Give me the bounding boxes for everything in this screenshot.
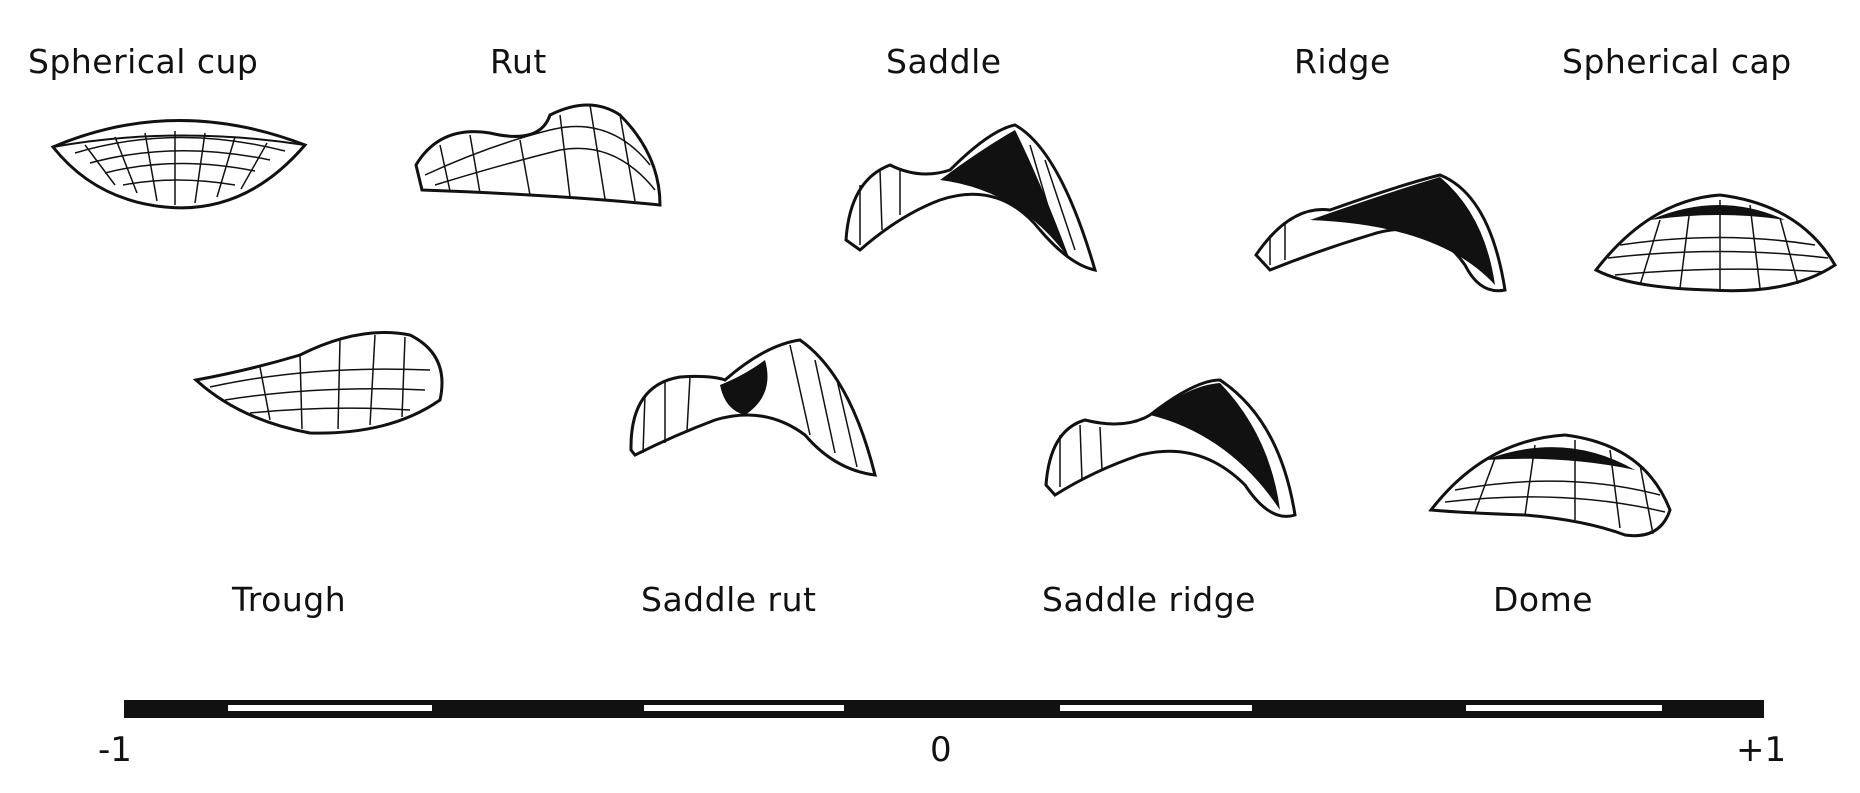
label-spherical-cap: Spherical cap [1562,42,1792,81]
scale-segment [1060,705,1252,711]
scale-min-label: -1 [98,730,132,770]
dome-surface [1428,433,1672,538]
label-rut: Rut [490,42,547,81]
scale-segment [228,705,432,711]
saddle-surface [844,123,1098,272]
label-saddle-ridge: Saddle ridge [1042,580,1256,619]
saddle-rut-surface [629,338,877,477]
label-trough: Trough [232,580,347,619]
shape-index-scale-bar [124,700,1764,718]
label-dome: Dome [1493,580,1594,619]
label-saddle: Saddle [886,42,1002,81]
rut-surface [414,103,662,207]
spherical-cup-surface [50,119,308,210]
trough-surface [192,331,444,435]
spherical-cap-surface [1593,193,1838,293]
ridge-surface [1254,173,1507,293]
scale-segment [1466,705,1662,711]
saddle-ridge-surface [1044,378,1297,518]
label-spherical-cup: Spherical cup [28,42,259,81]
label-ridge: Ridge [1294,42,1391,81]
scale-max-label: +1 [1736,730,1787,770]
scale-mid-label: 0 [930,730,952,770]
scale-segment [644,705,844,711]
label-saddle-rut: Saddle rut [641,580,817,619]
